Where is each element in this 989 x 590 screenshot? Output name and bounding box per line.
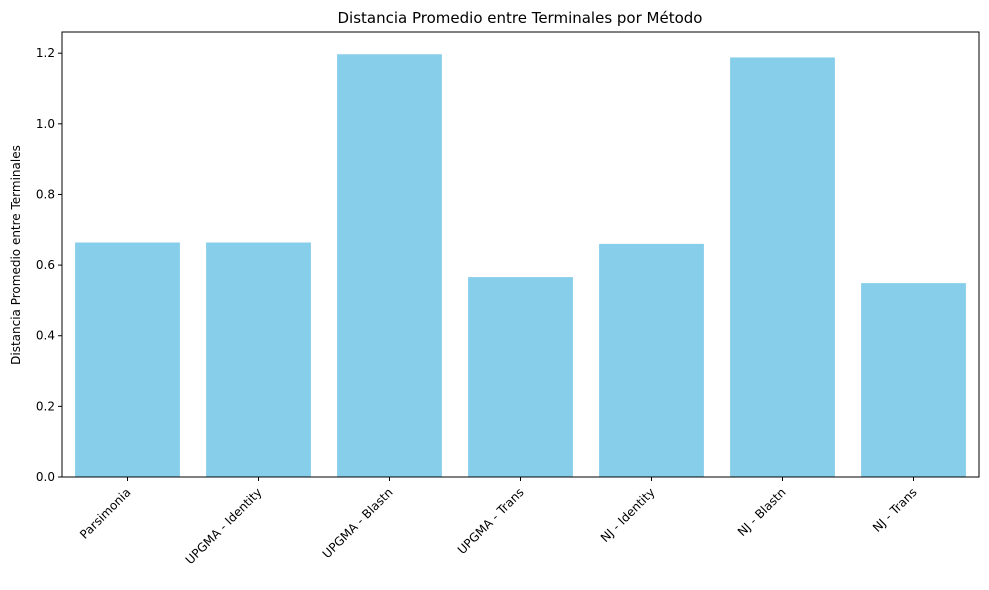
bar xyxy=(337,54,442,477)
bar xyxy=(206,242,311,477)
x-tick-label: NJ - Trans xyxy=(870,485,920,535)
chart-title: Distancia Promedio entre Terminales por … xyxy=(338,9,703,27)
bar xyxy=(75,242,180,477)
x-tick-label: NJ - Blastn xyxy=(735,485,789,539)
x-tick-label: NJ - Identity xyxy=(598,485,658,545)
bar xyxy=(861,283,966,477)
y-tick-label: 0.4 xyxy=(36,329,55,343)
y-tick-label: 1.0 xyxy=(36,117,55,131)
bar xyxy=(599,243,704,477)
y-axis-label: Distancia Promedio entre Terminales xyxy=(9,145,23,365)
x-tick-label: UPGMA - Trans xyxy=(455,485,527,557)
y-tick-label: 1.2 xyxy=(36,46,55,60)
bar xyxy=(468,277,573,477)
y-tick-label: 0.2 xyxy=(36,399,55,413)
y-tick-label: 0.6 xyxy=(36,258,55,272)
x-axis: Parsimonia UPGMA - Identity UPGMA - Blastn… xyxy=(77,477,920,567)
plot-frame xyxy=(61,31,980,478)
x-tick-label: UPGMA - Identity xyxy=(183,485,265,567)
y-tick-label: 0.0 xyxy=(36,470,55,484)
y-tick-label: 0.8 xyxy=(36,187,55,201)
y-axis: 0.0 0.2 0.4 0.6 0.8 1.0 1.2 xyxy=(36,46,62,484)
bar xyxy=(730,57,835,478)
x-tick-label: Parsimonia xyxy=(77,485,134,542)
x-tick-label: UPGMA - Blastn xyxy=(320,485,396,561)
bars-group xyxy=(75,54,966,478)
